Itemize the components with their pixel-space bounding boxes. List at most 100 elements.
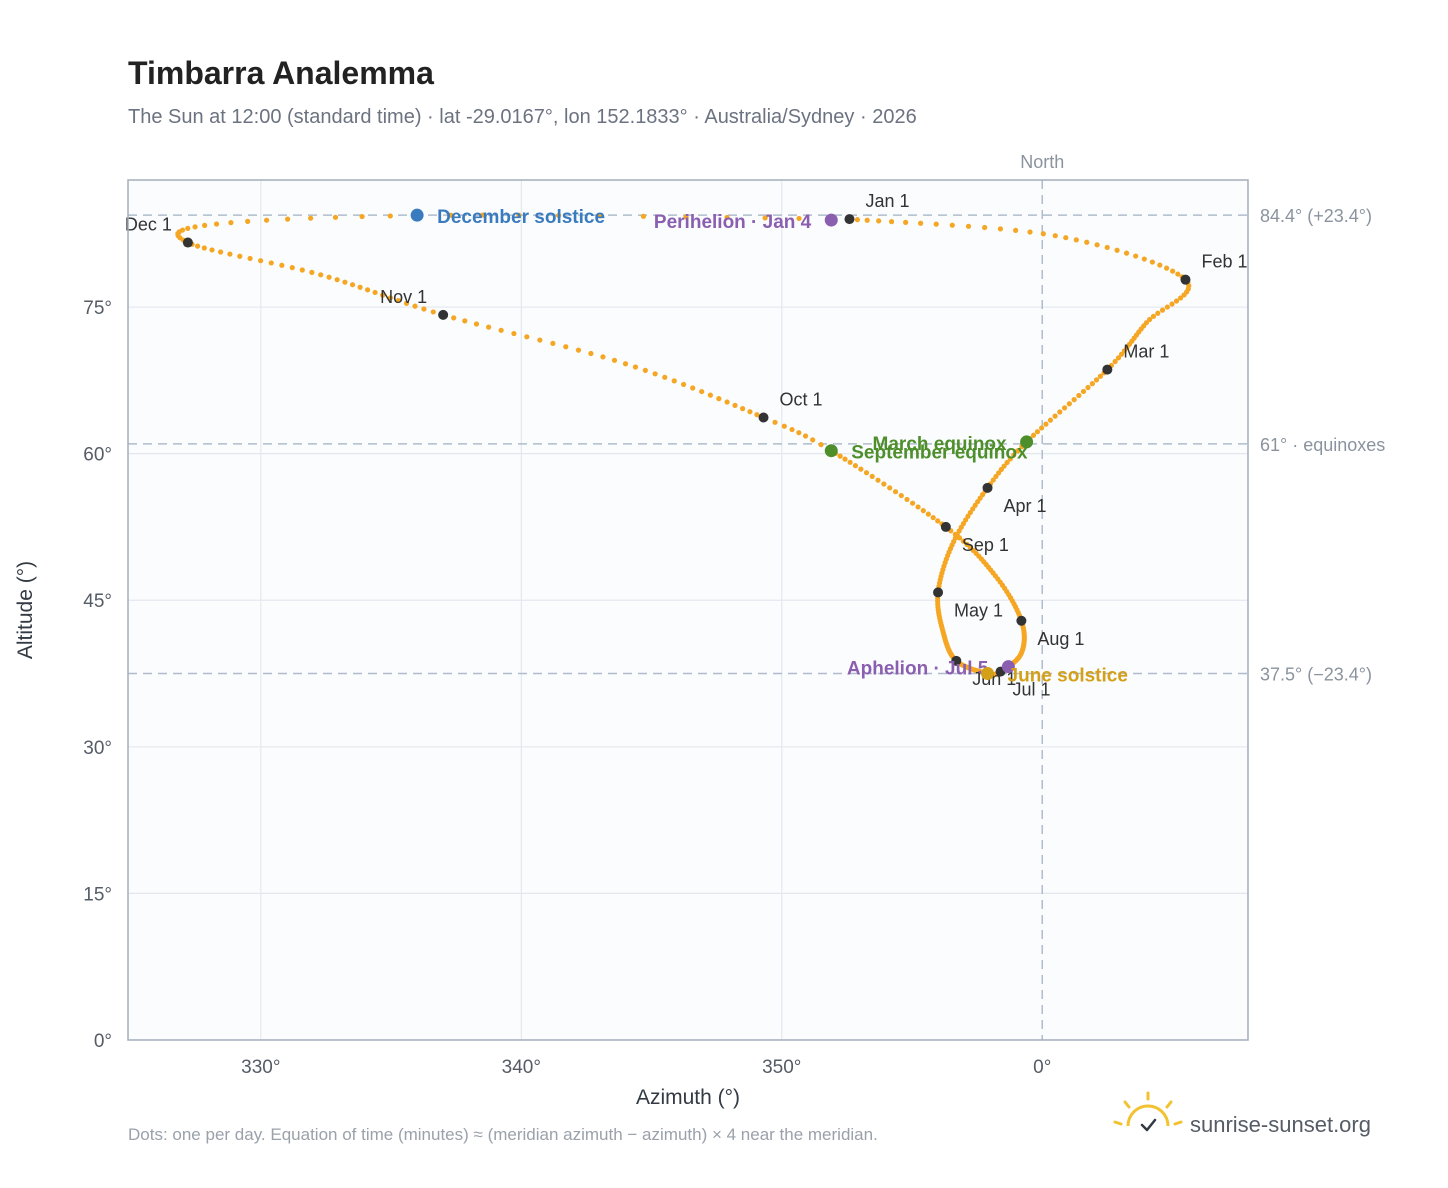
daily-dot: [473, 321, 480, 327]
daily-dot: [1170, 268, 1176, 274]
daily-dot: [1159, 307, 1166, 313]
daily-dot: [847, 459, 853, 465]
daily-dot: [395, 297, 401, 304]
daily-dot: [1181, 292, 1187, 298]
daily-dot: [671, 378, 677, 384]
daily-dot: [863, 470, 870, 476]
daily-dot: [1066, 401, 1072, 407]
daily-dot: [1052, 233, 1058, 239]
daily-dot: [796, 215, 802, 222]
daily-dot: [732, 402, 738, 408]
y-tick-label: 0°: [94, 1031, 112, 1052]
daily-dot: [179, 227, 186, 233]
daily-dot: [1164, 265, 1170, 271]
x-tick-label: 350°: [762, 1057, 801, 1078]
daily-dot: [1121, 348, 1127, 354]
daily-dot: [964, 541, 970, 547]
month-marker: [1102, 364, 1113, 375]
daily-dot: [588, 350, 594, 357]
north-label: North: [1020, 152, 1064, 172]
daily-dot: [967, 544, 973, 551]
y-tick-label: 45°: [83, 591, 112, 612]
daily-dot: [852, 463, 859, 469]
daily-dot: [357, 284, 363, 290]
daily-dot: [1039, 425, 1045, 431]
daily-dot: [781, 423, 787, 429]
event-marker: [1001, 660, 1015, 674]
daily-dot: [1173, 298, 1180, 304]
daily-dot: [1015, 448, 1021, 454]
daily-dot: [364, 287, 371, 293]
month-marker: [182, 237, 193, 248]
daily-dot: [837, 453, 843, 459]
daily-dot: [1013, 227, 1019, 233]
month-label: Oct 1: [780, 389, 823, 409]
event-marker: [1020, 435, 1034, 449]
daily-dot: [904, 496, 910, 503]
event-label: March equinox: [873, 434, 1008, 455]
daily-dot: [308, 215, 314, 221]
daily-dot: [185, 225, 191, 231]
event-label: Perihelion · Jan 4: [654, 212, 812, 233]
daily-dot: [1115, 355, 1122, 361]
event-marker: [824, 213, 838, 227]
chart-subtitle: The Sun at 12:00 (standard time) · lat -…: [128, 106, 917, 128]
daily-dot: [724, 214, 730, 221]
daily-dot: [642, 367, 648, 373]
daily-dot: [1175, 271, 1181, 277]
daily-dot: [970, 506, 976, 512]
daily-dot: [1149, 259, 1155, 265]
daily-dot: [289, 265, 295, 271]
daily-dot: [960, 538, 966, 544]
event-label: September equinox: [851, 443, 1028, 464]
plot-area: [128, 180, 1248, 1040]
daily-dot: [724, 399, 730, 405]
event-label: December solstice: [437, 207, 605, 228]
daily-dot: [1157, 262, 1163, 268]
daily-dot: [263, 217, 270, 223]
daily-dot: [201, 245, 207, 251]
daily-dot: [1073, 237, 1079, 243]
daily-dot: [1071, 397, 1077, 403]
daily-dot: [359, 213, 365, 220]
daily-dot: [640, 213, 647, 219]
daily-dot: [479, 212, 486, 218]
daily-dot: [192, 224, 198, 230]
daily-dot: [1141, 256, 1147, 262]
y-tick-label: 15°: [83, 884, 112, 905]
month-marker: [438, 309, 449, 320]
daily-dot: [421, 306, 427, 312]
daily-dot: [1093, 377, 1100, 383]
month-marker: [1180, 274, 1191, 285]
daily-dot: [956, 535, 963, 541]
daily-dot: [372, 289, 378, 296]
daily-dot: [632, 364, 639, 370]
daily-dot: [451, 315, 457, 321]
daily-dot: [1104, 244, 1110, 251]
daily-dot: [279, 262, 285, 268]
daily-dot: [1076, 392, 1082, 399]
month-marker: [844, 214, 855, 225]
daily-dot: [967, 509, 973, 516]
daily-dot: [949, 222, 955, 228]
daily-dot: [789, 426, 795, 433]
daily-dot: [213, 221, 220, 227]
daily-dot: [326, 274, 332, 280]
daily-dot: [754, 412, 760, 418]
daily-dot: [1043, 421, 1049, 427]
daily-dot: [1001, 463, 1007, 469]
reference-line-label: 84.4° (+23.4°): [1260, 206, 1372, 226]
daily-dot: [1147, 316, 1153, 323]
daily-dot: [1034, 429, 1041, 435]
daily-dot: [1169, 301, 1175, 307]
daily-dot: [1097, 373, 1103, 379]
daily-dot: [842, 456, 848, 462]
daily-dot: [268, 260, 274, 266]
daily-dot: [652, 371, 658, 377]
daily-dot: [1118, 351, 1125, 357]
daily-dot: [925, 511, 931, 517]
plot-frame: [127, 179, 1249, 1041]
daily-dot: [1080, 388, 1087, 395]
month-marker: [940, 521, 951, 532]
daily-dot: [993, 473, 999, 480]
